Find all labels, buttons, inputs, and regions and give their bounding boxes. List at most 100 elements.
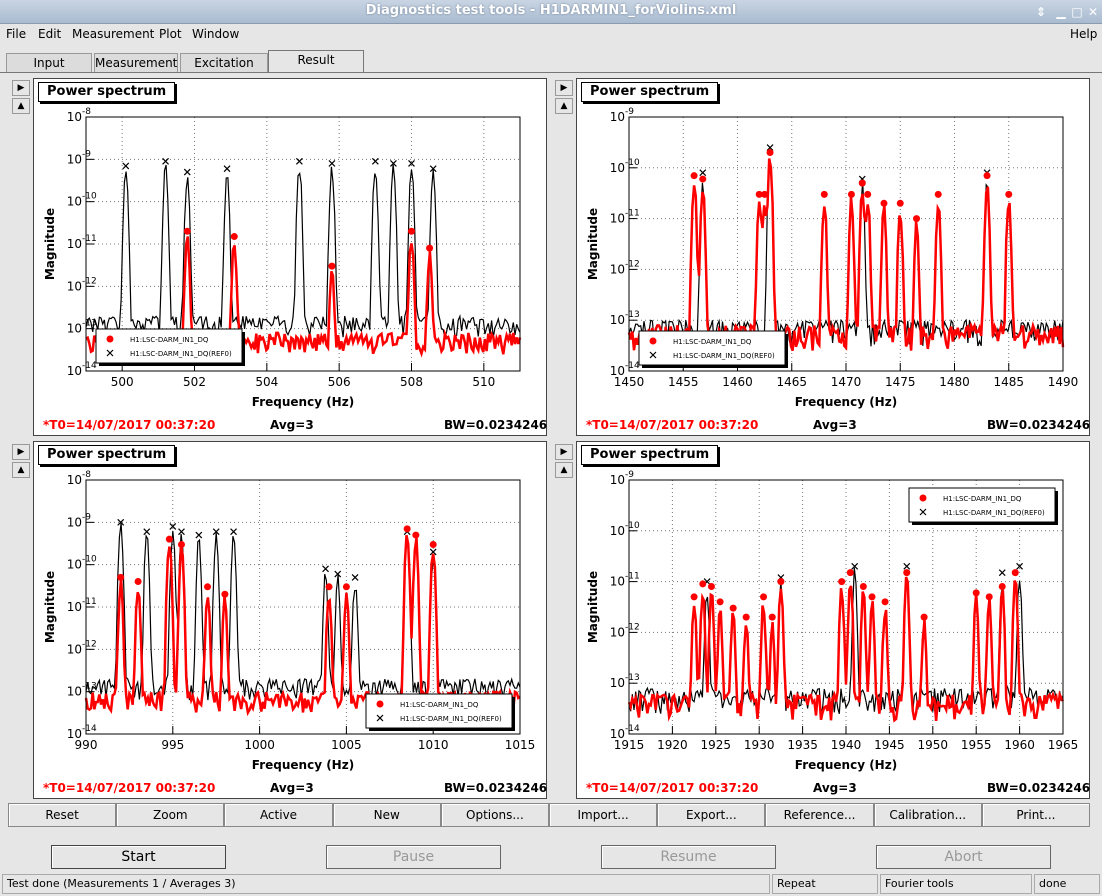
legend-meas-label: H1:LSC-DARM_IN1_DQ xyxy=(943,495,1022,503)
meas-peak-marker xyxy=(408,227,415,235)
abort-button[interactable]: Abort xyxy=(876,845,1051,869)
plot-panel-3[interactable]: Power spectrum 990 995 1000 1005 1010 1015 10-… xyxy=(33,441,547,799)
meas-peak-marker xyxy=(699,580,707,588)
tab-measurement[interactable]: Measurement xyxy=(94,53,178,73)
x-tick-label: 502 xyxy=(183,375,206,389)
panel1-up-icon[interactable]: ▲ xyxy=(12,98,30,114)
y-tick-label: 10 xyxy=(610,262,625,276)
panel2-next-icon[interactable]: ▶ xyxy=(555,80,573,96)
menu-help[interactable]: Help xyxy=(1070,27,1098,41)
ref-series-line xyxy=(628,567,1064,715)
x-tick-label: 1485 xyxy=(993,375,1024,389)
export-button[interactable]: Export... xyxy=(657,803,766,827)
x-tick-label: 1460 xyxy=(722,375,753,389)
print-button[interactable]: Print... xyxy=(981,803,1091,827)
reference-button[interactable]: Reference... xyxy=(765,803,874,827)
x-tick-label: 1940 xyxy=(831,738,862,752)
legend-meas-icon xyxy=(919,494,927,502)
x-tick-label: 1010 xyxy=(418,738,449,752)
y-tick-label: 10 xyxy=(67,237,82,251)
ref-peak-marker xyxy=(169,523,177,530)
reset-button[interactable]: Reset xyxy=(8,803,117,827)
x-tick-label: 1955 xyxy=(961,738,992,752)
shade-icon[interactable]: ⇕ xyxy=(1035,5,1047,19)
panel3-next-icon[interactable]: ▶ xyxy=(12,444,30,460)
calibration-button[interactable]: Calibration... xyxy=(873,803,982,827)
x-axis-title: Frequency (Hz) xyxy=(252,758,354,772)
plot-panel-2[interactable]: Power spectrum 1450 1455 1460 1465 1470 1475 1… xyxy=(576,78,1090,436)
meas-peak-marker xyxy=(880,199,888,207)
minimize-icon[interactable]: ▁ xyxy=(1056,5,1066,19)
plot-panel-1[interactable]: Power spectrum 500 502 504 506 508 510 10 -14 10… xyxy=(33,78,547,436)
legend-box xyxy=(638,330,786,366)
y-tick-label: 10 xyxy=(67,152,82,166)
maximize-icon[interactable]: □ xyxy=(1071,5,1083,19)
ref-peak-marker xyxy=(903,562,911,570)
ref-peak-marker xyxy=(212,528,220,536)
meas-peak-marker xyxy=(868,593,876,601)
y-tick-exponent: -12 xyxy=(625,622,640,632)
y-tick-exponent: -13 xyxy=(82,319,97,329)
menu-edit[interactable]: Edit xyxy=(38,27,62,41)
panel1-next-icon[interactable]: ▶ xyxy=(12,80,30,96)
new-button[interactable]: New xyxy=(332,803,441,827)
tab-divider xyxy=(0,72,1102,73)
menu-plot[interactable]: Plot xyxy=(159,27,182,41)
x-tick-label: 990 xyxy=(75,738,98,752)
pause-button[interactable]: Pause xyxy=(326,845,501,869)
y-tick-label: 10 xyxy=(67,727,82,741)
ref-peak-marker xyxy=(122,162,130,170)
panel3-up-icon[interactable]: ▲ xyxy=(12,462,30,478)
options-button[interactable]: Options... xyxy=(440,803,550,827)
legend-ref-icon xyxy=(919,508,927,516)
meas-peak-marker xyxy=(760,593,768,601)
y-tick-label: 10 xyxy=(610,364,625,378)
meas-peak-marker xyxy=(690,593,698,601)
power-spectrum-plot[interactable]: 500 502 504 506 508 51010-1410-1310-1210-1110… xyxy=(34,79,546,435)
y-tick-exponent: -13 xyxy=(82,682,97,692)
import-button[interactable]: Import... xyxy=(549,803,658,827)
plot-panel-4[interactable]: Power spectrum 1915 1920 1925 1930 1935 1940 1… xyxy=(576,441,1090,799)
y-tick-label: 10 xyxy=(67,515,82,529)
legend-meas-label: H1:LSC-DARM_IN1_DQ xyxy=(400,701,479,709)
resume-button[interactable]: Resume xyxy=(601,845,776,869)
menu-file[interactable]: File xyxy=(6,27,27,41)
y-tick-exponent: -9 xyxy=(82,149,91,159)
panel-title: Power spectrum xyxy=(38,445,176,465)
y-tick-label: 10 xyxy=(67,473,82,487)
close-icon[interactable]: ✕ xyxy=(1087,5,1099,19)
zoom-button[interactable]: Zoom xyxy=(116,803,225,827)
ref-peak-marker xyxy=(178,528,185,536)
x-tick-label: 510 xyxy=(472,375,495,389)
menu-window[interactable]: Window xyxy=(192,27,240,41)
plot-button-row: Reset Zoom Active New Options... Import.… xyxy=(8,803,1091,827)
panel-title: Power spectrum xyxy=(581,82,719,102)
panel4-up-icon[interactable]: ▲ xyxy=(555,462,573,478)
start-button[interactable]: Start xyxy=(51,845,226,869)
tab-excitation[interactable]: Excitation xyxy=(180,53,268,73)
tab-input[interactable]: Input xyxy=(6,53,92,73)
legend-ref-icon xyxy=(106,349,114,357)
power-spectrum-plot[interactable]: 1915 1920 1925 1930 1935 1940 1945 1950 1955 1960… xyxy=(577,442,1089,798)
active-button[interactable]: Active xyxy=(224,803,333,827)
meas-peak-marker xyxy=(716,598,724,606)
panel4-next-icon[interactable]: ▶ xyxy=(555,444,573,460)
y-tick-exponent: -12 xyxy=(625,259,640,269)
ref-peak-marker xyxy=(351,573,359,581)
legend-ref-icon xyxy=(376,714,384,722)
y-tick-exponent: -14 xyxy=(625,724,640,734)
y-tick-exponent: -14 xyxy=(82,361,97,371)
legend-ref-label: H1:LSC-DARM_IN1_DQ(REF0) xyxy=(943,509,1045,517)
tab-result[interactable]: Result xyxy=(268,50,364,73)
legend-ref-label: H1:LSC-DARM_IN1_DQ(REF0) xyxy=(400,715,502,723)
ref-peak-marker xyxy=(998,569,1006,577)
y-tick-label: 10 xyxy=(610,625,625,639)
y-tick-label: 10 xyxy=(610,676,625,690)
meas-peak-marker xyxy=(230,233,238,241)
x-tick-label: 504 xyxy=(255,375,278,389)
menu-measurement[interactable]: Measurement xyxy=(72,27,155,41)
panel2-up-icon[interactable]: ▲ xyxy=(555,98,573,114)
y-tick-label: 10 xyxy=(610,473,625,487)
